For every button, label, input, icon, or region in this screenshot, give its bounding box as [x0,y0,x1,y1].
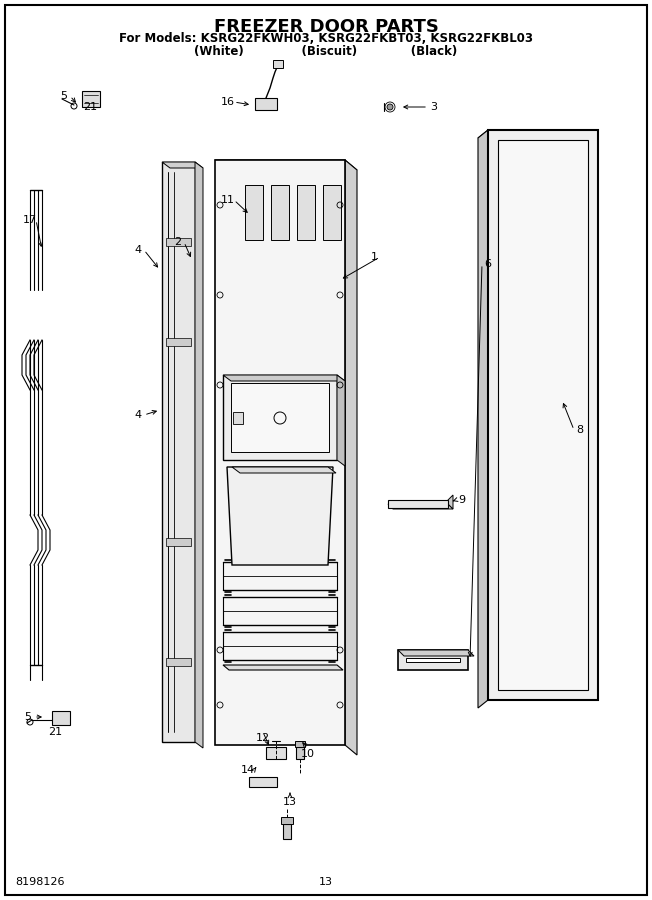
Polygon shape [255,98,277,110]
Polygon shape [478,130,598,138]
Text: For Models: KSRG22FKWH03, KSRG22FKBT03, KSRG22FKBL03: For Models: KSRG22FKWH03, KSRG22FKBT03, … [119,32,533,45]
Polygon shape [223,375,345,381]
Polygon shape [52,711,70,725]
Polygon shape [271,185,289,240]
Polygon shape [498,140,588,690]
Polygon shape [323,185,341,240]
Polygon shape [215,160,357,170]
Text: 8198126: 8198126 [15,877,65,887]
Polygon shape [345,160,357,755]
Polygon shape [283,824,291,839]
Text: 4: 4 [134,245,141,255]
Polygon shape [166,658,191,666]
Polygon shape [162,162,195,742]
Text: 5: 5 [25,712,31,722]
Polygon shape [232,467,336,473]
Polygon shape [295,741,305,747]
Text: 1: 1 [370,252,378,262]
Text: 3: 3 [430,102,437,112]
Polygon shape [245,185,263,240]
Polygon shape [337,375,345,466]
Polygon shape [227,467,333,565]
Polygon shape [297,185,315,240]
Polygon shape [233,412,243,424]
Polygon shape [249,777,277,787]
Text: (White)              (Biscuit)             (Black): (White) (Biscuit) (Black) [194,45,458,58]
Polygon shape [273,60,283,68]
Polygon shape [195,162,203,748]
Polygon shape [166,538,191,546]
Polygon shape [281,817,293,824]
Polygon shape [398,650,468,670]
Text: 17: 17 [23,215,37,225]
Polygon shape [82,91,100,107]
Text: 21: 21 [83,102,97,112]
Polygon shape [388,500,448,508]
Text: 9: 9 [458,495,466,505]
Text: 14: 14 [241,765,255,775]
Polygon shape [162,162,203,168]
Polygon shape [166,338,191,346]
Text: 12: 12 [256,733,270,743]
Text: 16: 16 [221,97,235,107]
Text: 10: 10 [301,749,315,759]
Text: 13: 13 [319,877,333,887]
Polygon shape [478,130,488,708]
Text: 8: 8 [576,425,584,435]
Text: 11: 11 [221,195,235,205]
Polygon shape [223,375,337,460]
Polygon shape [231,383,329,452]
Text: 5: 5 [61,91,68,101]
Polygon shape [166,238,191,246]
Polygon shape [296,747,304,759]
Polygon shape [448,495,453,509]
Text: 13: 13 [283,797,297,807]
Polygon shape [223,665,343,670]
Polygon shape [488,130,598,700]
Text: 6: 6 [484,259,492,269]
Polygon shape [215,160,345,745]
Polygon shape [388,504,453,509]
Circle shape [387,104,393,110]
Polygon shape [398,650,474,656]
Text: 4: 4 [134,410,141,420]
Polygon shape [266,747,286,759]
Polygon shape [406,658,460,662]
Text: 2: 2 [175,237,181,247]
Text: FREEZER DOOR PARTS: FREEZER DOOR PARTS [214,18,438,36]
Text: 21: 21 [48,727,62,737]
